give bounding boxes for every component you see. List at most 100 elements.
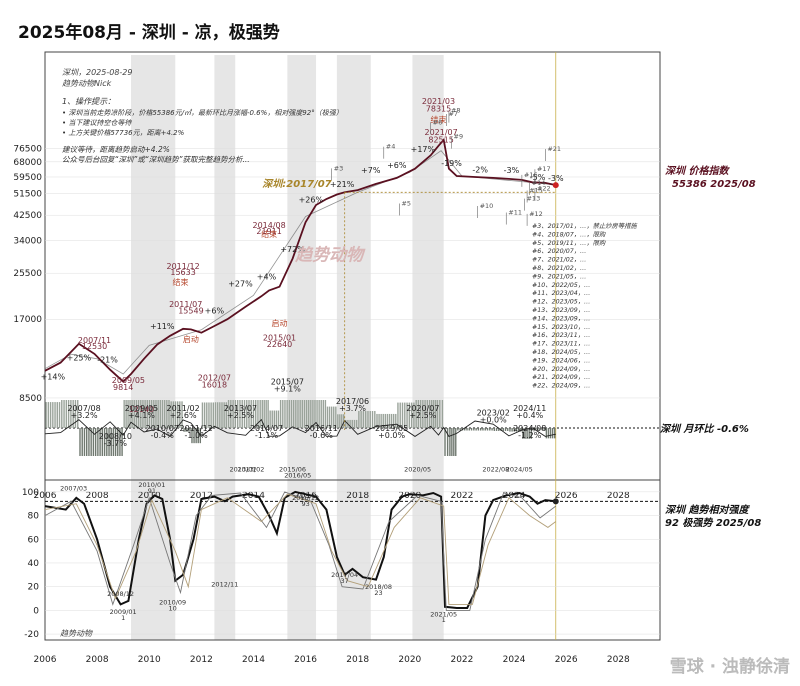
change-bar [259,400,261,428]
x-tick-label-bottom: 2024 [503,655,526,665]
change-bar [430,400,433,428]
change-data-label: 2009/05 [125,404,158,413]
change-data-label: +0.0% [378,431,405,440]
change-bar [459,428,461,431]
event-note: #19、2024/06，… [532,357,590,364]
strength-data-label: 2013/01 [230,466,257,474]
event-note: #22、2024/09，… [532,383,590,390]
strength-tick-label: 20 [28,583,40,593]
strength-data-label: 93 [301,500,309,508]
change-data-label: 2019/05 [375,424,408,433]
change-bar [351,419,353,428]
change-bar [517,428,520,432]
strength-data-label: 1 [442,616,446,624]
change-bar [382,413,384,428]
change-bar [526,428,528,439]
price-data-label: +72% [280,245,305,254]
price-data-label: 2021/07 [424,128,457,137]
x-tick-label-top: 2010 [138,491,161,501]
event-note: #15、2023/10，… [532,324,590,331]
change-bar [444,428,446,456]
change-bar [424,400,426,428]
price-data-label: +7% [361,166,381,175]
change-bar [140,400,142,428]
event-note: #5、2019/11，…，限购 [532,239,606,247]
event-note: #16、2023/11，… [532,332,590,339]
price-data-label: -3% [548,174,564,183]
change-bar [123,400,125,428]
price-data-label: 82515 [428,136,453,145]
change-data-label: +0.0% [480,415,507,424]
strength-reference-line [44,491,557,611]
change-bar [219,402,221,428]
change-bar [468,428,470,431]
change-bar [277,410,280,428]
strength-data-label: 2009/01 [110,608,137,616]
change-bar [395,413,397,428]
change-data-label: +2.6% [170,411,197,420]
change-bar [399,402,401,428]
change-bar [537,428,539,431]
change-bar [79,428,81,456]
change-bar [153,400,155,428]
change-bar [148,400,151,428]
notes-block: #3、2017/01，…，禁止炒房等措施#4、2018/07，…，限购#5、20… [532,222,638,390]
change-bar [330,406,333,428]
change-bar [195,428,197,444]
change-bar [261,400,263,428]
strength-data-label: 2016/12 [292,494,319,502]
change-bar [406,402,408,428]
price-data-label: +21% [330,180,355,189]
strength-tick-label: 60 [28,535,40,545]
change-bar [65,400,68,428]
event-note: #9、2021/05，… [532,273,586,280]
change-bar [364,411,367,428]
strength-data-label: 2013/02 [237,466,264,474]
change-legend-label: 深圳 月环比 -0.6% [660,423,749,435]
change-bar [343,414,345,428]
price-data-label: +25% [67,354,92,363]
change-bar [127,400,129,428]
change-bars [45,400,556,456]
change-bar [279,400,282,428]
price-data-label: +14% [41,372,66,381]
price-tick-label: 51500 [13,189,42,199]
change-bar [360,411,362,428]
change-bar [408,402,411,428]
change-bar [415,400,417,428]
change-bar [292,400,295,428]
change-data-label: -1.1% [255,431,279,440]
change-data-label: 2017/06 [336,397,369,406]
event-marker-label: #10 [480,202,494,210]
change-bar [56,402,58,428]
change-bar [166,400,168,428]
x-tick-label-bottom: 2008 [86,655,109,665]
change-bar [110,428,112,456]
strength-tick-label: -20 [24,630,39,640]
price-data-label: +27% [228,279,253,288]
panel-frames [44,51,661,641]
change-bar [401,402,404,428]
change-bar [507,428,509,431]
bottom-watermark: 趋势动物 [60,629,93,638]
change-bar [326,406,329,428]
chart-labels: 2007/11125302009/059814121402011/1215633… [41,97,790,677]
change-bar [520,428,522,432]
change-bar [493,428,496,431]
price-data-label: 78315 [426,104,451,113]
header-bullet: • 当下建议持空仓等待 [62,119,132,127]
change-bar [369,411,371,428]
event-marker-label: #14 [532,179,546,187]
change-bar [206,402,208,428]
change-bar [473,428,475,431]
event-note: #7、2021/02，… [532,257,586,264]
change-bar [318,400,320,428]
event-marker-label: #11 [508,209,522,217]
change-data-label: 2013/07 [224,404,257,413]
change-data-label: +3.7% [339,404,366,413]
x-tick-label-bottom: 2016 [294,655,317,665]
change-bar [101,428,104,456]
change-bar [223,402,225,428]
change-bar [457,428,459,431]
strength-legend-value: 92 极强势 2025/08 [665,517,761,529]
